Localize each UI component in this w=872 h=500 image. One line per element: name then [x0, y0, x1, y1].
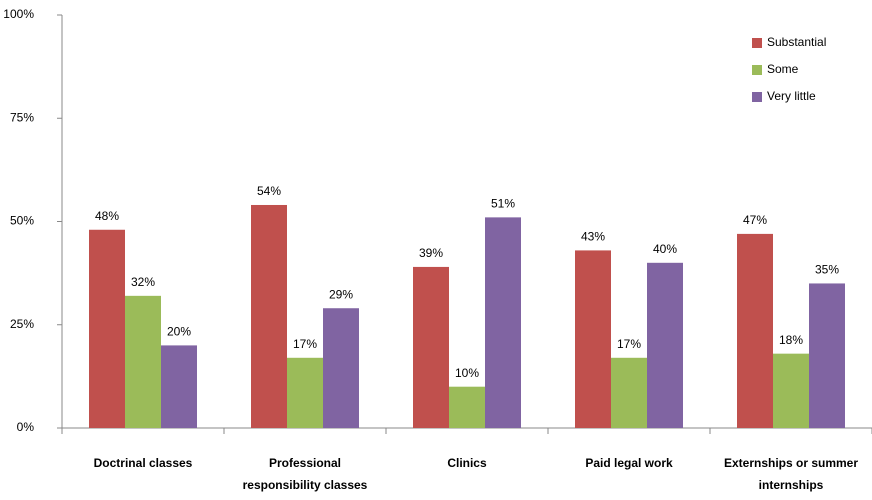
bar: [611, 357, 647, 428]
bar: [449, 386, 485, 428]
bar: [647, 262, 683, 428]
bar: [89, 229, 125, 428]
x-tick-label: Professional responsibility classes: [242, 456, 368, 492]
legend-label: Some: [767, 62, 799, 76]
y-tick-label: 0%: [17, 420, 35, 434]
value-label: 18%: [779, 333, 803, 347]
bar: [773, 353, 809, 428]
value-label: 48%: [95, 209, 119, 223]
value-label: 20%: [167, 325, 191, 339]
legend-swatch: [752, 38, 762, 48]
bar: [737, 233, 773, 428]
bar: [575, 250, 611, 428]
bar: [485, 217, 521, 428]
legend-swatch: [752, 65, 762, 75]
value-label: 29%: [329, 287, 353, 301]
bar: [251, 204, 287, 428]
value-label: 54%: [257, 184, 281, 198]
value-label: 47%: [743, 213, 767, 227]
bar: [809, 283, 845, 428]
bar: [125, 295, 161, 428]
legend-label: Substantial: [767, 35, 826, 49]
x-tick-label: Doctrinal classes: [93, 456, 193, 470]
x-tick-label: Clinics: [447, 456, 487, 470]
value-label: 43%: [581, 230, 605, 244]
bar: [161, 345, 197, 428]
bar: [287, 357, 323, 428]
y-tick-label: 100%: [3, 7, 34, 21]
value-label: 51%: [491, 197, 515, 211]
y-tick-label: 75%: [10, 110, 34, 124]
legend-swatch: [752, 92, 762, 102]
bar: [413, 266, 449, 428]
value-label: 39%: [419, 246, 443, 260]
legend-label: Very little: [767, 89, 816, 103]
x-tick-label: Externships or summer internships: [723, 456, 859, 492]
value-label: 10%: [455, 366, 479, 380]
y-tick-label: 25%: [10, 317, 34, 331]
value-label: 17%: [293, 337, 317, 351]
y-tick-label: 50%: [10, 214, 34, 228]
value-label: 17%: [617, 337, 641, 351]
x-tick-label: Paid legal work: [585, 456, 673, 470]
value-label: 40%: [653, 242, 677, 256]
bar: [323, 308, 359, 428]
value-label: 32%: [131, 275, 155, 289]
value-label: 35%: [815, 263, 839, 277]
